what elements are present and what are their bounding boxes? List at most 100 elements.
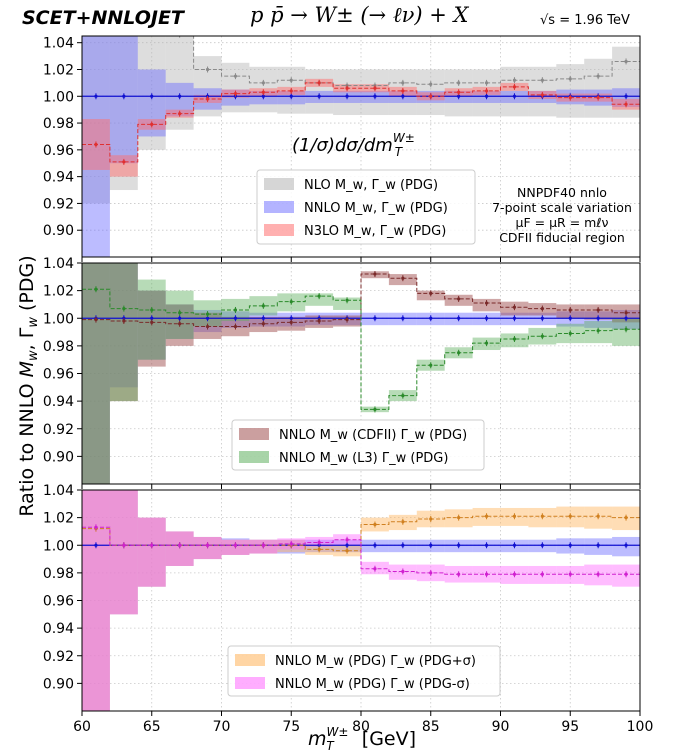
point-marker [345, 298, 349, 302]
point-marker [429, 94, 433, 98]
point-marker [178, 543, 182, 547]
point-marker [568, 308, 572, 312]
series-l3-points [94, 286, 628, 413]
series-nnlo-points [94, 315, 628, 322]
annotation-scale: 7-point scale variation [492, 200, 632, 215]
point-marker [596, 74, 600, 78]
y-tick-label: 1.04 [43, 256, 74, 272]
point-marker [457, 90, 461, 94]
point-marker [373, 567, 377, 571]
x-tick-label: 70 [213, 719, 231, 735]
point-marker [457, 351, 461, 355]
point-marker [178, 322, 182, 326]
point-marker [317, 94, 321, 98]
point-marker [457, 516, 461, 520]
legend-label-minus: NNLO M_w (PDG) Γ_w (PDG-σ) [275, 677, 470, 692]
y-tick-label: 0.92 [43, 649, 74, 665]
point-marker [122, 94, 126, 98]
point-marker [345, 86, 349, 90]
x-axis-label: mW± T [GeV] [308, 725, 416, 753]
x-tick-label: 85 [422, 719, 440, 735]
point-marker [540, 572, 544, 576]
band-bin [584, 58, 613, 118]
point-marker [401, 394, 405, 398]
band-bin [109, 36, 138, 164]
header-process: p p̄ → W± (→ ℓν) + X [250, 3, 469, 27]
legend-label-cdf: NNLO M_w (CDFII) Γ_w (PDG) [279, 428, 467, 443]
point-marker [289, 316, 293, 320]
point-marker [317, 319, 321, 323]
point-marker [457, 297, 461, 301]
point-marker [512, 316, 517, 320]
x-tick-label: 80 [352, 719, 370, 735]
y-tick-label: 0.98 [43, 566, 74, 582]
point-marker [484, 301, 489, 305]
point-marker [261, 316, 265, 320]
band-bin [137, 517, 166, 587]
x-tick-label: 75 [282, 719, 300, 735]
point-marker [345, 543, 349, 547]
point-marker [624, 572, 628, 576]
point-marker [233, 543, 238, 547]
point-marker [373, 316, 377, 320]
point-marker [345, 94, 349, 98]
y-tick-label: 1.04 [43, 36, 74, 52]
point-marker [373, 407, 377, 412]
point-marker [261, 322, 265, 326]
y-tick-labels: 0.90 0.92 0.94 0.96 0.98 1.00 1.02 1.04 [43, 36, 82, 239]
point-marker [150, 316, 154, 320]
point-marker [401, 569, 405, 574]
point-marker [540, 514, 544, 518]
x-ticks [81, 484, 641, 489]
point-marker [261, 90, 265, 94]
x-tick-label: 100 [627, 719, 654, 735]
point-marker [205, 97, 210, 101]
panel-top: 0.90 0.92 0.94 0.96 0.98 1.00 1.02 1.04 [43, 35, 641, 262]
y-tick-label: 0.98 [43, 339, 74, 355]
point-marker [373, 522, 377, 527]
point-marker [150, 543, 154, 547]
point-marker [484, 89, 489, 93]
legend-label-nnlo: NNLO M_w, Γ_w (PDG) [304, 201, 448, 216]
legend-top: NLO M_w, Γ_w (PDG) NNLO M_w, Γ_w (PDG) N… [256, 169, 476, 245]
y-tick-label: 1.02 [43, 284, 74, 300]
point-marker [401, 520, 405, 524]
point-marker [94, 287, 98, 291]
point-marker [289, 542, 293, 546]
legend-middle: NNLO M_w (CDFII) Γ_w (PDG) NNLO M_w (L3)… [231, 419, 485, 471]
point-marker [205, 316, 210, 320]
point-marker [624, 543, 628, 547]
point-marker [261, 304, 265, 308]
legend-swatch-nnlo [264, 201, 294, 213]
y-tick-label: 0.92 [43, 422, 74, 438]
point-marker [205, 324, 210, 329]
point-marker [205, 67, 210, 72]
point-marker [596, 329, 600, 333]
point-marker [568, 331, 572, 336]
point-marker [401, 89, 405, 93]
point-marker [289, 94, 293, 98]
point-marker [596, 543, 600, 547]
point-marker [150, 308, 154, 312]
point-marker [178, 94, 182, 98]
point-marker [512, 572, 517, 576]
point-marker [429, 571, 433, 575]
point-marker [512, 94, 517, 98]
point-marker [540, 78, 544, 82]
point-marker [568, 96, 572, 100]
legend-swatch-n3lo [264, 224, 294, 236]
point-marker [289, 300, 293, 304]
x-tick-label: 60 [73, 719, 91, 735]
y-tick-label: 0.94 [43, 170, 74, 186]
band-bin [165, 531, 194, 566]
point-marker [429, 517, 433, 521]
band-bin [137, 517, 166, 587]
y-tick-label: 0.98 [43, 116, 74, 132]
y-tick-label: 1.02 [43, 511, 74, 527]
point-marker [289, 78, 293, 82]
point-marker [317, 540, 321, 545]
point-marker [484, 94, 489, 98]
band-bin [137, 517, 166, 587]
point-marker [512, 337, 517, 341]
point-marker [457, 572, 461, 576]
